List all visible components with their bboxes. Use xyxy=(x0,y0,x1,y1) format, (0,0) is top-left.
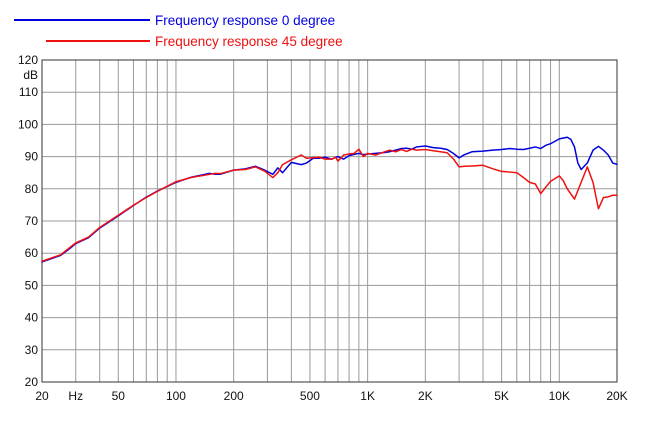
y-tick-label: 90 xyxy=(25,150,39,164)
x-tick-label: 100 xyxy=(166,389,186,403)
series-line-1 xyxy=(41,148,618,262)
x-tick-label: 200 xyxy=(224,389,244,403)
x-tick-label: 5K xyxy=(494,389,509,403)
y-tick-label: 40 xyxy=(25,311,39,325)
x-tick-label: 50 xyxy=(112,389,126,403)
x-tick-label: 20 xyxy=(35,389,49,403)
x-tick-label: 1K xyxy=(360,389,375,403)
x-tick-label: 500 xyxy=(300,389,320,403)
x-tick-label: 2K xyxy=(418,389,433,403)
y-axis-label: dB xyxy=(23,68,38,82)
x-tick-label: 20K xyxy=(606,389,627,403)
y-tick-label: 60 xyxy=(25,246,39,260)
y-tick-label: 30 xyxy=(25,343,39,357)
y-tick-label: 120 xyxy=(18,53,38,67)
legend-label-0: Frequency response 0 degree xyxy=(155,13,335,28)
legend: Frequency response 0 degree Frequency res… xyxy=(14,13,343,49)
y-tick-label: 80 xyxy=(25,182,39,196)
series-lines xyxy=(41,136,618,263)
plot-frame xyxy=(41,59,618,383)
x-tick-label: Hz xyxy=(68,389,83,403)
legend-label-1: Frequency response 45 degree xyxy=(155,34,343,49)
y-tick-label: 20 xyxy=(25,375,39,389)
y-tick-label: 100 xyxy=(18,117,38,131)
y-tick-label: 70 xyxy=(25,214,39,228)
y-tick-label: 50 xyxy=(25,278,39,292)
x-tick-label: 10K xyxy=(549,389,570,403)
y-tick-label: 110 xyxy=(19,85,38,99)
series-line-0 xyxy=(41,136,618,263)
grid xyxy=(42,60,617,382)
